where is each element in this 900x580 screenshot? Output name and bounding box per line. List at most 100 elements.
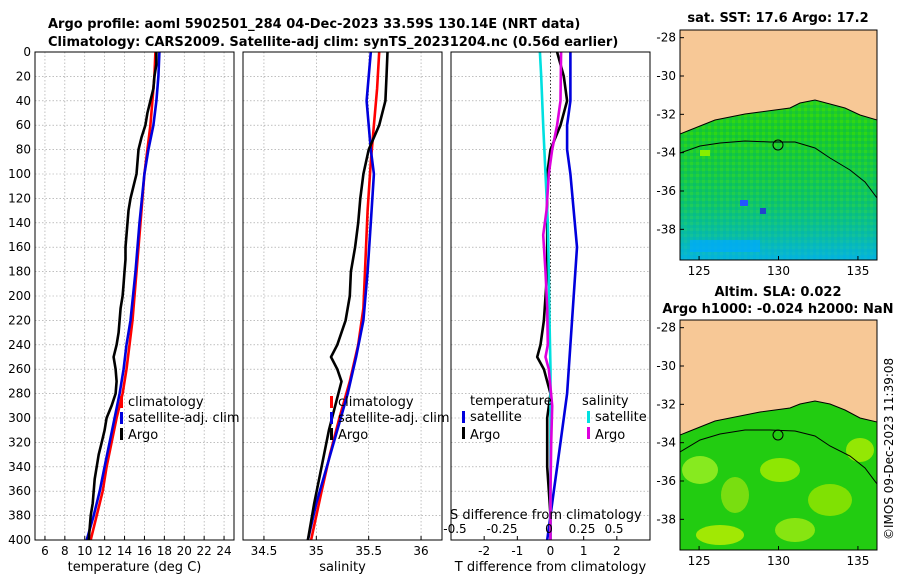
temperature-x-tick-label: 16: [137, 544, 152, 558]
depth-tick-label: 100: [8, 167, 31, 181]
temperature-series-argo: [87, 52, 158, 541]
lon-tick-label: 130: [767, 554, 790, 568]
depth-tick-label: 380: [8, 509, 31, 523]
sla-eddy: [682, 456, 718, 484]
sst-patch: [740, 200, 748, 206]
temperature-x-tick-label: 20: [177, 544, 192, 558]
lat-tick-label: -28: [656, 31, 676, 45]
temperature-panel: 6 8 10 12 14 16 18 20 22 24 temperature (deg C): [34, 51, 235, 575]
sst-patch: [690, 240, 760, 252]
depth-tick-label: 80: [16, 143, 31, 157]
lat-tick-label: -28: [656, 321, 676, 335]
difference-x-tick-label: 1: [580, 544, 588, 558]
depth-tick-label: 280: [8, 387, 31, 401]
depth-tick-label: 0: [23, 45, 31, 59]
legend-satellite: satellite-adj. clim: [338, 411, 450, 426]
salinity-x-axis-label: salinity: [319, 560, 366, 575]
depth-tick-label: 40: [16, 94, 31, 108]
difference-x-tick-label: 0: [547, 544, 555, 558]
sla-map-ticks: 125 130 135 -28 -30 -32 -34 -36 -38: [656, 321, 869, 568]
difference-panel: -2 -1 0 1 2 T difference from climatology: [450, 51, 651, 575]
lat-tick-label: -36: [656, 184, 676, 198]
lat-tick-label: -30: [656, 69, 676, 83]
sla-map-title-2: Argo h1000: -0.024 h2000: NaN: [662, 302, 893, 317]
sla-eddy: [775, 518, 815, 542]
depth-tick-label: 200: [8, 289, 31, 303]
salinity-x-tick-label: 35.5: [355, 544, 382, 558]
depth-tick-label: 220: [8, 313, 31, 327]
australia-landmass: [680, 320, 877, 436]
temperature-x-tick-label: 14: [117, 544, 132, 558]
lat-tick-label: -32: [656, 397, 676, 411]
title-line-1: Argo profile: aoml 5902501_284 04-Dec-20…: [48, 17, 580, 32]
lat-tick-label: -32: [656, 107, 676, 121]
legend-temp-argo-swatch: [462, 427, 465, 439]
legend-sal-satellite-swatch: [587, 411, 590, 423]
difference-x-tick-label: 2: [613, 544, 621, 558]
salinity-series-argo: [306, 51, 389, 541]
legend-sal-satellite: satellite: [595, 410, 647, 425]
depth-tick-label: 140: [8, 216, 31, 230]
temperature-x-tick-label: 10: [77, 544, 92, 558]
depth-tick-label: 320: [8, 435, 31, 449]
s-difference-label: S difference from climatology: [450, 508, 642, 523]
difference-series-salinity-argo: [541, 51, 563, 540]
temperature-panel-frame: [34, 51, 235, 541]
legend-title-salinity: salinity: [582, 394, 629, 409]
temperature-x-tick-label: 24: [216, 544, 231, 558]
depth-tick-label: 400: [8, 533, 31, 547]
s-tick: -0.25: [486, 522, 517, 536]
temperature-x-tick-label: 22: [197, 544, 212, 558]
sst-map-ticks: 125 130 135 -28 -30 -32 -34 -36 -38: [656, 31, 869, 278]
s-tick: 0: [545, 522, 553, 536]
argo-location-marker: [772, 139, 784, 151]
depth-tick-label: 120: [8, 191, 31, 205]
depth-tick-label: 20: [16, 69, 31, 83]
salinity-panel: 34.5 35 35.5 36 salinity: [242, 51, 443, 575]
temperature-x-tick-label: 8: [61, 544, 69, 558]
legend-satellite: satellite-adj. clim: [128, 411, 240, 426]
lat-tick-label: -38: [656, 222, 676, 236]
legend-argo-swatch: [120, 428, 123, 440]
salinity-x-tick-label: 36: [413, 544, 428, 558]
legend-climatology-swatch: [330, 396, 333, 408]
shelf-contour: [680, 140, 877, 199]
lat-tick-label: -30: [656, 359, 676, 373]
salinity-legend: climatology satellite-adj. clim Argo: [330, 395, 450, 443]
s-difference-ticks: -0.5 -0.25 0 0.25 0.5: [443, 522, 623, 536]
depth-tick-label: 360: [8, 484, 31, 498]
sla-eddy: [846, 438, 874, 462]
depth-tick-label: 60: [16, 118, 31, 132]
s-tick: 0.25: [569, 522, 596, 536]
sla-map-panel: Altim. SLA: 0.022 Argo h1000: -0.024 h20…: [656, 285, 893, 568]
sla-eddy: [721, 477, 749, 513]
sla-eddy: [696, 525, 744, 545]
legend-climatology-swatch: [120, 396, 123, 408]
sst-patch: [700, 150, 710, 156]
s-tick: 0.5: [604, 522, 623, 536]
difference-x-tick-label: -1: [511, 544, 523, 558]
legend-temp-argo: Argo: [470, 428, 500, 443]
depth-tick-label: 260: [8, 362, 31, 376]
difference-series-temperature-argo: [535, 51, 569, 540]
legend-sal-argo-swatch: [587, 427, 590, 439]
sla-eddy: [760, 458, 800, 482]
depth-tick-label: 300: [8, 411, 31, 425]
legend-sal-argo: Argo: [595, 428, 625, 443]
difference-series-temperature-satellite: [545, 52, 579, 541]
difference-panel-frame: [450, 51, 651, 541]
lat-tick-label: -34: [656, 436, 676, 450]
temperature-x-axis-label: temperature (deg C): [68, 560, 202, 575]
australia-landmass: [680, 30, 877, 135]
lon-tick-label: 125: [688, 264, 711, 278]
lat-tick-label: -38: [656, 512, 676, 526]
legend-temp-satellite: satellite: [470, 410, 522, 425]
shelf-contour: [680, 429, 877, 485]
salinity-panel-frame: [242, 51, 443, 541]
temperature-series-satellite-adj-clim: [85, 51, 161, 541]
difference-x-axis-label: T difference from climatology: [454, 560, 647, 575]
legend-climatology: climatology: [128, 395, 204, 410]
title-line-2: Climatology: CARS2009. Satellite-adj cli…: [48, 35, 618, 50]
legend-climatology: climatology: [338, 395, 414, 410]
